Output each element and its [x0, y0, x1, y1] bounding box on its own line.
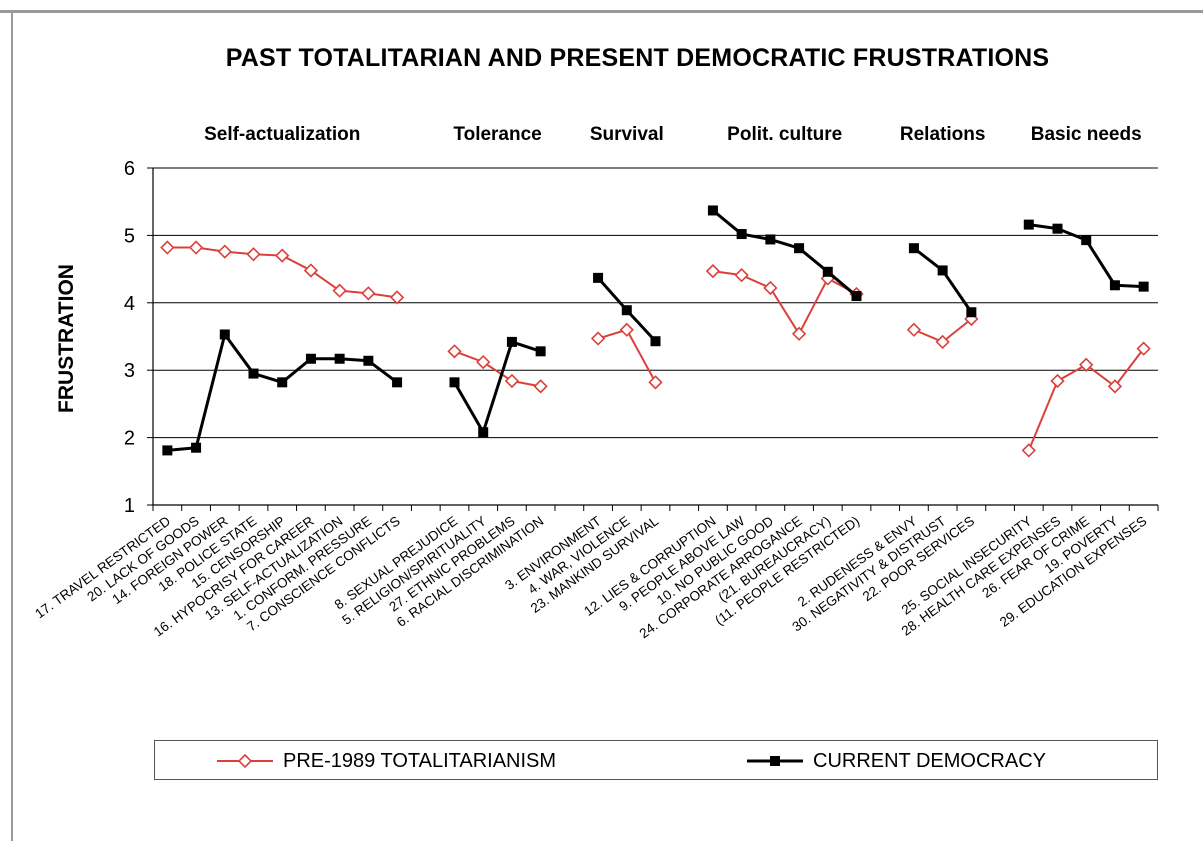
frame-top-border [0, 10, 1203, 13]
data-point-current-democracy [765, 234, 776, 245]
data-point-pre-1989 [160, 240, 175, 255]
data-point-pre-1989 [361, 286, 376, 301]
series-line-pre-1989 [597, 328, 657, 383]
data-point-current-democracy [305, 353, 316, 364]
data-point-pre-1989 [1079, 357, 1094, 372]
data-point-pre-1989 [246, 247, 261, 262]
data-point-current-democracy [908, 243, 919, 254]
y-axis-label: FRUSTRATION [55, 264, 78, 413]
data-point-current-democracy [219, 329, 230, 340]
data-point-pre-1989 [504, 373, 520, 389]
y-tick-label: 5 [124, 225, 135, 247]
group-label: Basic needs [1031, 124, 1142, 145]
data-point-current-democracy [937, 265, 948, 276]
chart-title: PAST TOTALITARIAN AND PRESENT DEMOCRATIC… [225, 44, 1050, 72]
data-point-pre-1989 [734, 268, 749, 283]
group-label: Tolerance [453, 124, 541, 145]
data-point-pre-1989 [763, 280, 778, 296]
data-point-current-democracy [334, 353, 345, 364]
data-point-current-democracy [392, 377, 403, 388]
data-point-pre-1989 [705, 263, 721, 279]
data-point-pre-1989 [188, 240, 204, 255]
data-point-pre-1989 [648, 375, 663, 390]
y-tick-label: 1 [124, 495, 135, 517]
data-point-current-democracy [248, 368, 259, 379]
data-point-current-democracy [191, 442, 202, 453]
series-line-current-democracy [453, 340, 542, 434]
data-point-pre-1989 [389, 290, 405, 305]
series-line-current-democracy [167, 332, 398, 452]
legend-marker-diamond-icon [217, 753, 273, 769]
data-point-pre-1989 [619, 322, 634, 337]
legend-label-pre-1989: PRE-1989 TOTALITARIANISM [283, 749, 557, 772]
group-label: Survival [590, 124, 664, 145]
data-point-current-democracy [449, 377, 460, 388]
data-point-pre-1989 [332, 283, 347, 298]
data-point-current-democracy [1081, 235, 1092, 246]
y-tick-label: 3 [124, 360, 135, 382]
data-point-current-democracy [1052, 223, 1063, 234]
y-tick-label: 2 [124, 428, 135, 450]
data-point-current-democracy [621, 305, 632, 316]
data-point-pre-1989 [791, 326, 807, 341]
legend-marker-square-icon [747, 756, 803, 766]
data-point-pre-1989 [590, 331, 606, 346]
legend: PRE-1989 TOTALITARIANISM CURRENT DEMOCRA… [154, 740, 1158, 780]
series-line-pre-1989 [454, 350, 541, 388]
data-point-current-democracy [593, 272, 604, 283]
data-point-current-democracy [794, 243, 805, 254]
y-tick-label: 6 [124, 158, 135, 180]
data-point-current-democracy [650, 336, 661, 347]
data-point-pre-1989 [533, 379, 548, 394]
group-label: Self-actualization [204, 124, 360, 145]
data-point-current-democracy [851, 291, 862, 302]
data-point-pre-1989 [906, 322, 922, 337]
data-point-pre-1989 [447, 344, 462, 359]
y-tick-label: 4 [124, 293, 135, 315]
data-point-current-democracy [736, 229, 747, 240]
data-point-current-democracy [1023, 219, 1034, 230]
data-point-current-democracy [363, 355, 374, 366]
data-point-current-democracy [966, 307, 977, 318]
series-line-current-democracy [1028, 223, 1144, 289]
data-point-pre-1989 [935, 334, 950, 350]
data-point-pre-1989 [275, 248, 290, 263]
group-label: Polit. culture [727, 124, 842, 145]
data-point-current-democracy [162, 445, 173, 456]
data-point-current-democracy [1138, 281, 1149, 292]
data-point-current-democracy [707, 205, 718, 216]
group-label: Relations [900, 124, 986, 145]
legend-item-pre-1989: PRE-1989 TOTALITARIANISM [215, 741, 556, 781]
data-point-current-democracy [1109, 280, 1120, 291]
frame-left-border [11, 10, 13, 841]
legend-label-current-democracy: CURRENT DEMOCRACY [813, 749, 1046, 772]
data-point-current-democracy [506, 336, 517, 347]
data-point-pre-1989 [303, 263, 319, 278]
data-point-pre-1989 [1050, 373, 1065, 389]
data-point-current-democracy [478, 427, 489, 438]
data-point-pre-1989 [1021, 443, 1036, 458]
data-point-current-democracy [277, 377, 288, 388]
data-point-pre-1989 [476, 354, 491, 370]
data-point-current-democracy [535, 346, 546, 357]
legend-item-current-democracy: CURRENT DEMOCRACY [745, 741, 1046, 781]
data-point-current-democracy [822, 266, 833, 277]
data-point-pre-1989 [1136, 341, 1151, 356]
data-point-pre-1989 [217, 244, 232, 259]
data-point-pre-1989 [1107, 379, 1123, 394]
